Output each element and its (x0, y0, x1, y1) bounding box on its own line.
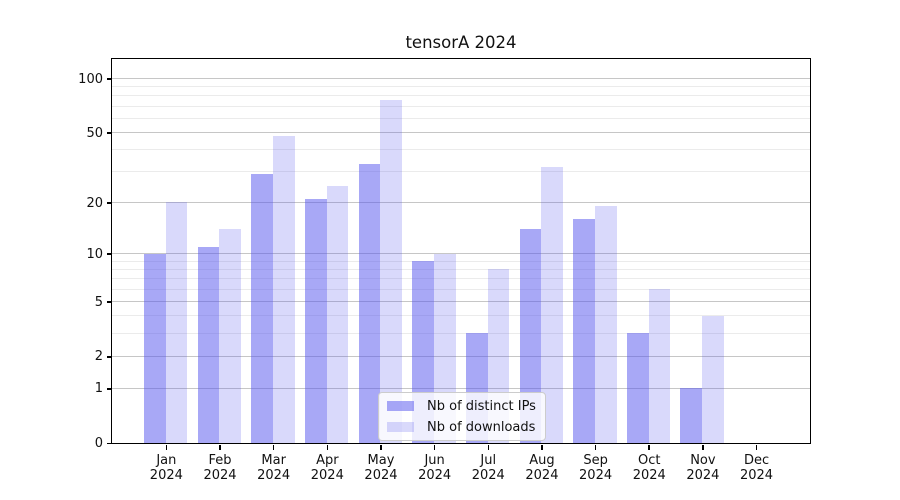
x-tick-mark-oct-2024 (648, 445, 650, 450)
y-major-gridline-1 (112, 387, 810, 389)
legend-swatch-nb-of-downloads (387, 422, 414, 432)
y-minor-gridline-80 (112, 95, 810, 97)
y-tick-mark-2 (106, 356, 111, 358)
x-tick-mark-feb-2024 (219, 445, 221, 450)
x-tick-label-apr-2024: Apr 2024 (310, 452, 344, 484)
legend-item-nb-of-downloads: Nb of downloads (387, 419, 536, 435)
y-minor-gridline-9 (112, 260, 810, 262)
x-tick-mark-sep-2024 (594, 445, 597, 450)
y-minor-gridline-90 (112, 86, 810, 88)
y-tick-mark-100 (106, 78, 111, 80)
y-major-gridline-5 (112, 300, 810, 303)
x-tick-label-jun-2024: Jun 2024 (418, 452, 452, 484)
y-minor-gridline-6 (112, 288, 810, 290)
x-tick-label-nov-2024: Nov 2024 (686, 452, 720, 484)
y-tick-mark-5 (106, 301, 111, 303)
bar-nb-of-downloads-may-2024 (380, 99, 402, 443)
y-major-gridline-50 (112, 131, 810, 133)
y-tick-label-10: 10 (86, 246, 103, 262)
legend-swatch-nb-of-distinct-ips (387, 401, 414, 411)
legend: Nb of distinct IPs Nb of downloads (378, 392, 546, 441)
y-major-gridline-100 (112, 77, 810, 79)
x-tick-mark-mar-2024 (272, 445, 275, 450)
bar-nb-of-distinct-ips-nov-2024 (680, 388, 703, 443)
x-tick-label-may-2024: May 2024 (364, 452, 398, 484)
bar-nb-of-downloads-nov-2024 (702, 315, 724, 443)
y-tick-label-100: 100 (78, 71, 103, 87)
legend-label-nb-of-distinct-ips: Nb of distinct IPs (427, 398, 536, 414)
chart-title: tensorA 2024 (405, 33, 517, 52)
x-tick-label-jan-2024: Jan 2024 (149, 452, 183, 484)
x-tick-mark-apr-2024 (326, 445, 329, 450)
y-tick-label-5: 5 (94, 294, 103, 310)
y-tick-label-0: 0 (94, 436, 103, 452)
y-minor-gridline-7 (112, 278, 810, 280)
legend-label-nb-of-downloads: Nb of downloads (427, 419, 536, 435)
y-major-gridline-10 (112, 252, 810, 255)
y-tick-label-2: 2 (94, 349, 103, 365)
y-tick-label-50: 50 (86, 125, 103, 141)
bar-nb-of-downloads-aug-2024 (541, 166, 563, 443)
y-major-gridline-20 (112, 201, 810, 204)
y-minor-gridline-40 (112, 149, 810, 151)
bar-nb-of-distinct-ips-feb-2024 (197, 246, 220, 443)
bar-nb-of-distinct-ips-jan-2024 (143, 253, 166, 443)
y-major-gridline-2 (112, 355, 810, 357)
plot-area (111, 58, 811, 444)
y-tick-mark-10 (106, 253, 111, 255)
y-minor-gridline-30 (112, 171, 810, 173)
bar-nb-of-downloads-mar-2024 (272, 135, 295, 443)
y-minor-gridline-8 (112, 268, 810, 270)
bar-nb-of-distinct-ips-may-2024 (358, 164, 381, 443)
bar-nb-of-downloads-feb-2024 (219, 229, 241, 443)
y-minor-gridline-3 (112, 332, 810, 334)
bar-nb-of-downloads-apr-2024 (326, 185, 349, 443)
x-tick-mark-nov-2024 (702, 445, 704, 450)
bar-nb-of-distinct-ips-oct-2024 (626, 333, 649, 443)
y-tick-mark-0 (106, 442, 111, 445)
bar-nb-of-distinct-ips-aug-2024 (519, 229, 542, 443)
x-tick-label-jul-2024: Jul 2024 (471, 452, 505, 484)
x-tick-label-mar-2024: Mar 2024 (257, 452, 291, 484)
x-tick-mark-aug-2024 (541, 445, 543, 450)
y-tick-mark-1 (106, 388, 111, 390)
bar-nb-of-distinct-ips-mar-2024 (251, 174, 273, 443)
y-minor-gridline-60 (112, 117, 810, 119)
x-tick-mark-jul-2024 (487, 445, 490, 450)
y-tick-mark-20 (106, 202, 111, 204)
bar-nb-of-distinct-ips-apr-2024 (304, 198, 327, 443)
y-minor-gridline-70 (112, 105, 810, 107)
x-tick-label-aug-2024: Aug 2024 (525, 452, 559, 484)
bar-nb-of-distinct-ips-sep-2024 (573, 219, 595, 443)
x-tick-mark-jan-2024 (165, 445, 168, 450)
bar-nb-of-downloads-oct-2024 (648, 289, 671, 443)
x-tick-label-sep-2024: Sep 2024 (579, 452, 613, 484)
y-minor-gridline-4 (112, 315, 810, 317)
y-tick-mark-50 (106, 132, 111, 134)
bar-nb-of-downloads-jan-2024 (165, 202, 188, 443)
x-tick-label-oct-2024: Oct 2024 (632, 452, 666, 484)
x-tick-mark-dec-2024 (755, 445, 758, 450)
y-tick-label-1: 1 (94, 381, 103, 397)
x-tick-mark-jun-2024 (433, 445, 436, 450)
bar-nb-of-downloads-sep-2024 (594, 206, 617, 443)
x-tick-label-feb-2024: Feb 2024 (203, 452, 237, 484)
legend-item-nb-of-distinct-ips: Nb of distinct IPs (387, 398, 536, 414)
x-tick-label-dec-2024: Dec 2024 (739, 452, 774, 484)
y-tick-label-20: 20 (86, 195, 103, 211)
x-tick-mark-may-2024 (380, 445, 382, 450)
